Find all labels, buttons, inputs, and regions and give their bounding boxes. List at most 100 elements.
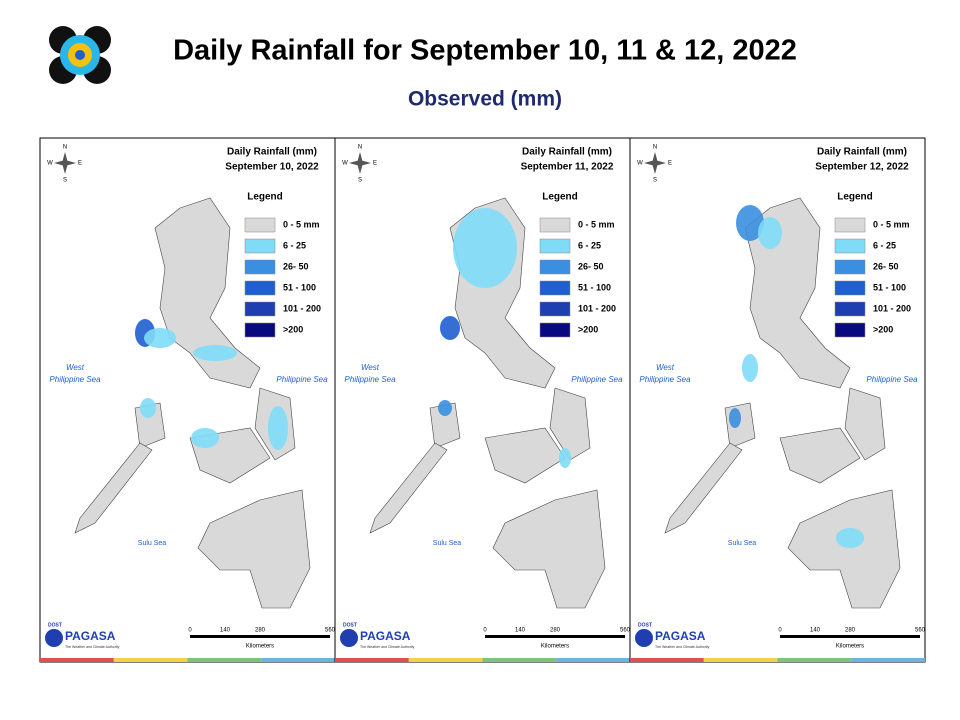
- legend-label: 51 - 100: [578, 282, 611, 292]
- logo-agency: DOST: [48, 622, 62, 628]
- legend-label: 6 - 25: [873, 240, 896, 250]
- sea-label: Philippine Sea: [866, 375, 918, 384]
- color-strip: [40, 658, 114, 662]
- sea-label: Philippine Sea: [344, 375, 396, 384]
- logo-tagline: The Weather and Climate Authority: [65, 645, 120, 649]
- sea-label: West: [656, 363, 675, 372]
- landmass: [197, 489, 311, 609]
- map-panel: Daily Rainfall (mm) September 12, 2022 Leg…: [629, 137, 926, 663]
- legend-label: 51 - 100: [873, 282, 906, 292]
- rainfall-area: [742, 354, 758, 382]
- rainfall-area: [440, 316, 460, 340]
- compass-s: S: [63, 178, 67, 184]
- legend-swatch: [244, 280, 276, 296]
- sea-label: West: [361, 363, 380, 372]
- color-strip: [482, 658, 557, 662]
- scale-tick-label: 280: [550, 628, 561, 634]
- legend-swatch: [244, 259, 276, 275]
- sea-label: Philippine Sea: [639, 375, 691, 384]
- legend-label: >200: [578, 324, 598, 334]
- scale-tick-label: 140: [220, 628, 231, 634]
- compass: [54, 152, 76, 174]
- rainfall-area: [438, 400, 452, 416]
- legend-label: 0 - 5 mm: [283, 219, 320, 229]
- legend-swatch: [834, 322, 866, 338]
- rainfall-area: [453, 208, 517, 288]
- legend-label: 0 - 5 mm: [873, 219, 910, 229]
- legend-swatch: [539, 280, 571, 296]
- sea-label: Sulu Sea: [728, 540, 757, 547]
- logo-tagline: The Weather and Climate Authority: [360, 645, 415, 649]
- rainfall-area: [559, 448, 571, 468]
- color-strip: [630, 658, 704, 662]
- slide-title: Daily Rainfall for September 10, 11 & 12…: [173, 35, 797, 67]
- panel-date: September 12, 2022: [815, 162, 909, 173]
- scale-tick-label: 0: [778, 628, 782, 634]
- compass-e: E: [668, 161, 672, 167]
- legend-label: 26- 50: [578, 261, 604, 271]
- landmass: [154, 197, 261, 389]
- scale-tick-label: 280: [255, 628, 266, 634]
- landmass: [492, 489, 606, 609]
- color-strip: [187, 658, 262, 662]
- landmass: [484, 427, 566, 484]
- scale-tick-label: 560: [915, 628, 926, 634]
- legend-swatch: [244, 238, 276, 254]
- sea-label: West: [66, 363, 85, 372]
- compass-n: N: [63, 145, 67, 151]
- compass-n: N: [358, 145, 362, 151]
- scale-tick-label: 280: [845, 628, 856, 634]
- compass-s: S: [653, 178, 657, 184]
- panel-title: Daily Rainfall (mm): [817, 147, 907, 158]
- agency-logo: [48, 24, 112, 86]
- rainfall-area: [191, 428, 219, 448]
- panel-date: September 10, 2022: [225, 162, 319, 173]
- legend-label: 6 - 25: [578, 240, 601, 250]
- rainfall-area: [193, 345, 237, 361]
- landmass: [664, 442, 743, 534]
- scale-tick-label: 0: [483, 628, 487, 634]
- legend-swatch: [244, 217, 276, 233]
- legend-swatch: [834, 301, 866, 317]
- pagasa-logo-mark: [635, 629, 653, 647]
- color-strip: [408, 658, 483, 662]
- logo-name: PAGASA: [360, 629, 411, 643]
- rainfall-area: [736, 205, 764, 241]
- landmass: [369, 442, 448, 534]
- legend-swatch: [244, 301, 276, 317]
- rainfall-area: [836, 528, 864, 548]
- sea-label: Sulu Sea: [138, 540, 167, 547]
- legend-swatch: [244, 322, 276, 338]
- legend-label: 26- 50: [283, 261, 309, 271]
- legend-swatch: [539, 217, 571, 233]
- panel-title: Daily Rainfall (mm): [227, 147, 317, 158]
- scale-bar: [780, 635, 920, 638]
- landmass: [779, 427, 861, 484]
- landmass: [74, 442, 153, 534]
- legend-swatch: [834, 217, 866, 233]
- legend-label: 26- 50: [873, 261, 899, 271]
- scale-tick-label: 0: [188, 628, 192, 634]
- legend-label: >200: [283, 324, 303, 334]
- compass-w: W: [47, 161, 53, 167]
- color-strip: [703, 658, 778, 662]
- legend-title: Legend: [837, 192, 873, 203]
- legend-label: 51 - 100: [283, 282, 316, 292]
- map-panel: Daily Rainfall (mm) September 11, 2022 Leg…: [334, 137, 631, 663]
- logo-tagline: The Weather and Climate Authority: [655, 645, 710, 649]
- pagasa-logo-mark: [340, 629, 358, 647]
- scale-bar: [485, 635, 625, 638]
- legend-swatch: [539, 259, 571, 275]
- color-strip: [335, 658, 409, 662]
- logo-agency: DOST: [343, 622, 357, 628]
- rainfall-area: [268, 406, 288, 450]
- scale-unit: Kilometers: [836, 644, 864, 650]
- compass-e: E: [373, 161, 377, 167]
- rainfall-area: [758, 217, 782, 249]
- sea-label: Sulu Sea: [433, 540, 462, 547]
- landmass: [549, 387, 591, 461]
- scale-tick-label: 140: [515, 628, 526, 634]
- landmass: [787, 489, 901, 609]
- legend-label: 101 - 200: [283, 303, 321, 313]
- logo-name: PAGASA: [65, 629, 116, 643]
